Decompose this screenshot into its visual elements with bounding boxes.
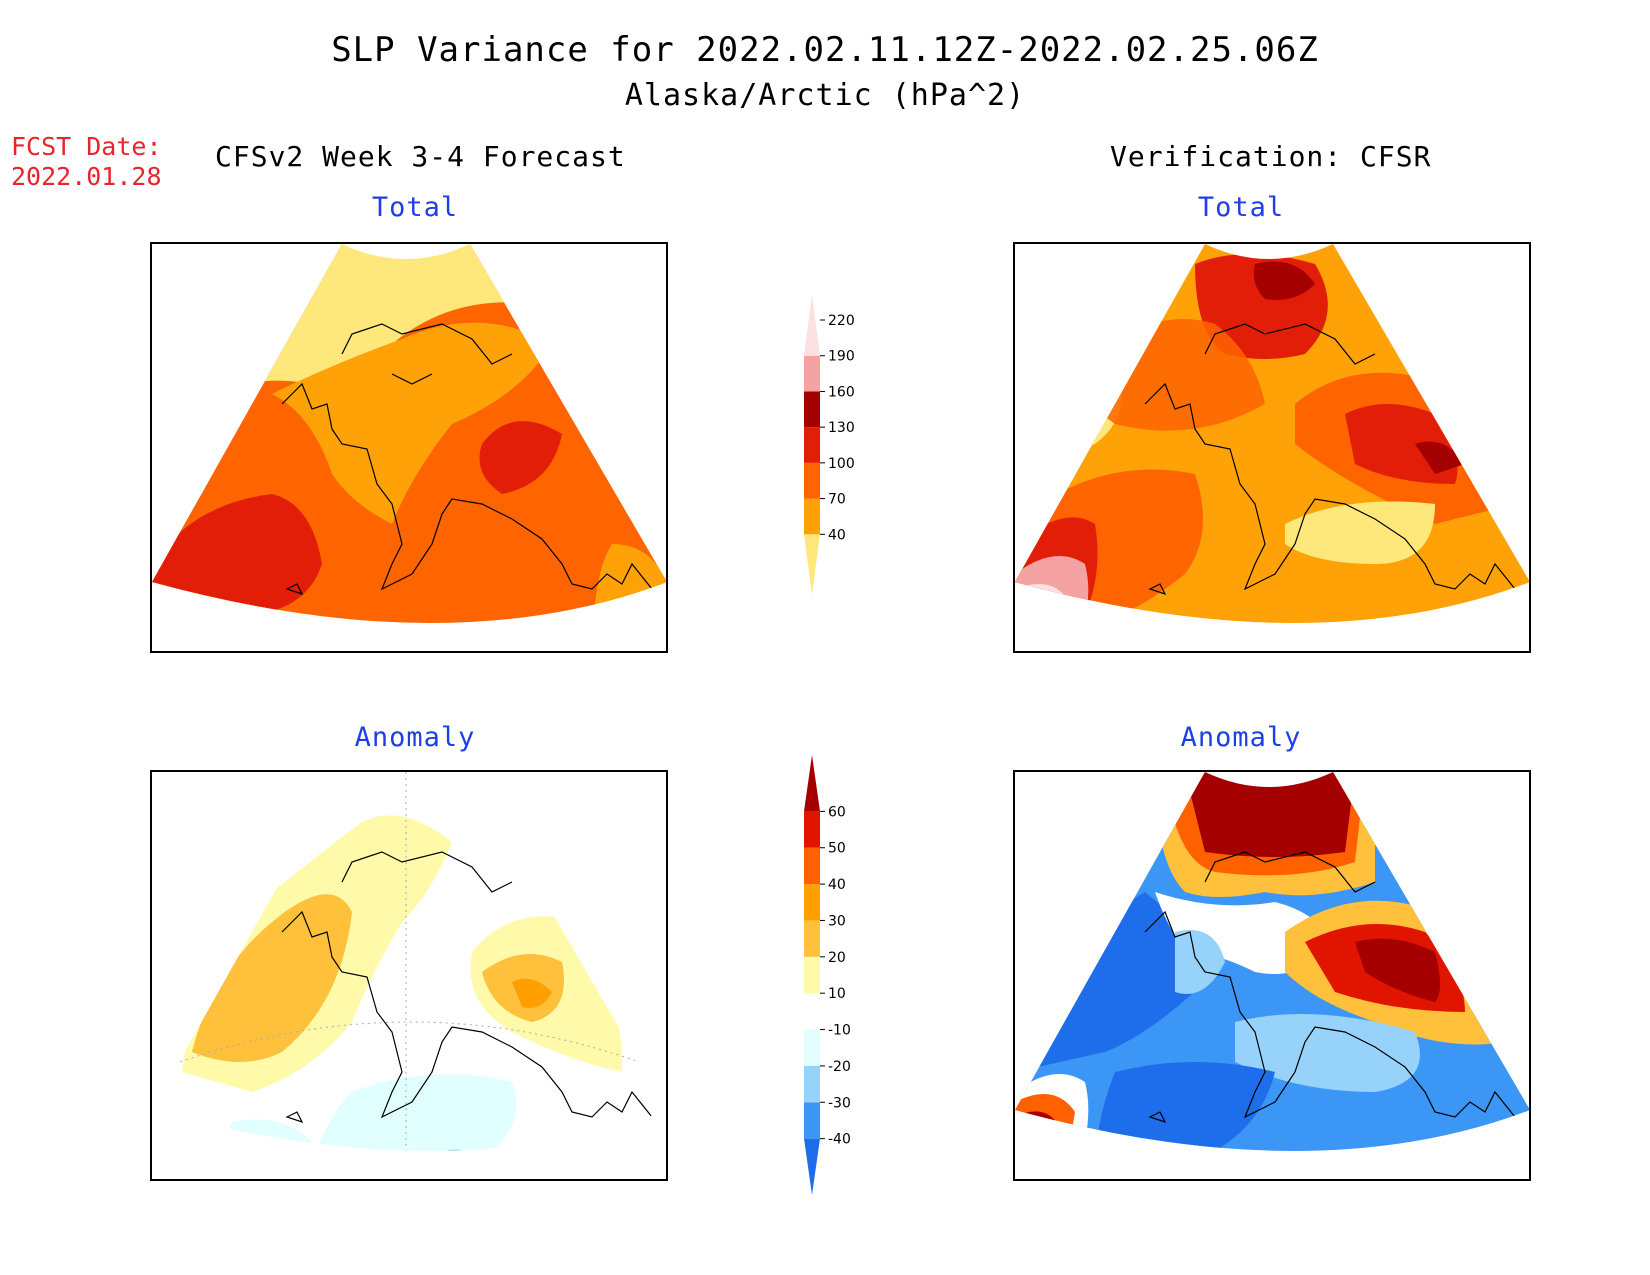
forecast-column-title: CFSv2 Week 3-4 Forecast [215, 140, 626, 173]
cbar-anom-label-8: 50 [828, 841, 846, 857]
cbar-anom-label-7: 40 [828, 877, 846, 893]
verification-anomaly-map [1013, 770, 1531, 1181]
cbar-anom-label-4: 10 [828, 986, 846, 1002]
cbar-anom-swatch-9 [804, 811, 820, 848]
cbar-total-swatch-1 [804, 498, 820, 535]
cbar-anom-swatch-10 [804, 755, 820, 812]
cbar-total-swatch-0 [804, 534, 820, 595]
anomaly-colorbar: -40 -30 -20 -10 10 20 30 40 50 60 [800, 755, 870, 1205]
forecast-total-map [150, 242, 668, 653]
total-colorbar: 40 70 100 130 160 190 220 [800, 280, 870, 620]
cbar-anom-label-6: 30 [828, 913, 846, 929]
cbar-total-swatch-5 [804, 355, 820, 392]
cbar-anom-label-5: 20 [828, 950, 846, 966]
cbar-total-swatch-2 [804, 462, 820, 499]
main-title: SLP Variance for 2022.02.11.12Z-2022.02.… [331, 30, 1319, 70]
cbar-total-swatch-3 [804, 427, 820, 463]
main-subtitle: Alaska/Arctic (hPa^2) [624, 78, 1026, 113]
cbar-total-label-4: 160 [828, 384, 855, 400]
cbar-anom-label-9: 60 [828, 804, 846, 820]
fcst-date-value: 2022.01.28 [11, 162, 162, 191]
forecast-anomaly-title: Anomaly [354, 722, 476, 753]
cbar-total-label-0: 40 [828, 527, 846, 543]
verification-total-title: Total [1197, 192, 1285, 223]
fcst-date-label: FCST Date: [11, 132, 162, 161]
cbar-anom-swatch-4 [804, 993, 820, 1030]
cbar-anom-swatch-5 [804, 956, 820, 994]
verification-column-title: Verification: CFSR [1110, 140, 1432, 173]
cbar-anom-swatch-3 [804, 1029, 820, 1066]
cbar-total-swatch-6 [804, 295, 820, 356]
cbar-anom-swatch-1 [804, 1102, 820, 1139]
cbar-total-label-6: 220 [828, 313, 855, 329]
cbar-anom-swatch-2 [804, 1065, 820, 1103]
cbar-anom-swatch-6 [804, 920, 820, 957]
cbar-anom-label-3: -10 [828, 1023, 851, 1039]
verification-anomaly-title: Anomaly [1180, 722, 1302, 753]
cbar-anom-label-0: -40 [828, 1132, 851, 1148]
forecast-anomaly-map [150, 770, 668, 1181]
forecast-total-title: Total [371, 192, 459, 223]
cbar-total-label-1: 70 [828, 492, 846, 508]
cbar-anom-label-1: -30 [828, 1095, 851, 1111]
cbar-total-label-2: 100 [828, 456, 855, 472]
cbar-anom-swatch-0 [804, 1138, 820, 1195]
verification-total-map [1013, 242, 1531, 653]
cbar-total-label-3: 130 [828, 420, 855, 436]
cbar-total-swatch-4 [804, 391, 820, 428]
cbar-anom-label-2: -20 [828, 1059, 851, 1075]
cbar-anom-swatch-7 [804, 884, 820, 921]
cbar-total-label-5: 190 [828, 349, 855, 365]
cbar-anom-swatch-8 [804, 847, 820, 885]
